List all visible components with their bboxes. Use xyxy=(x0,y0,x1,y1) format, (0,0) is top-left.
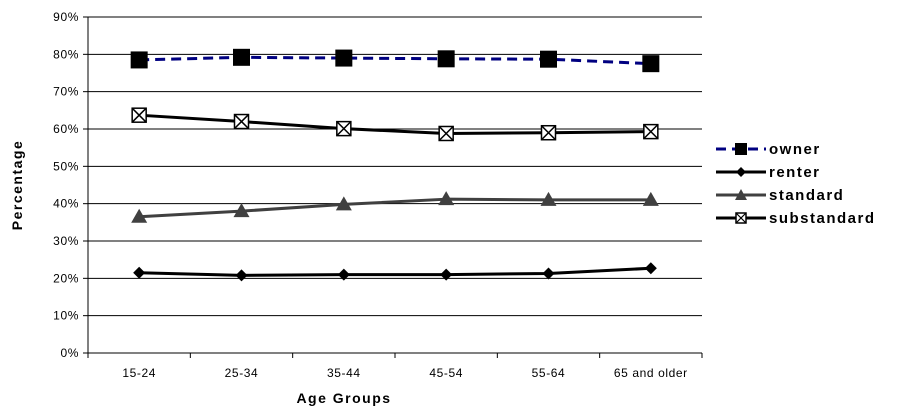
legend-item-owner: owner xyxy=(716,141,821,158)
x-tick-label: 45-54 xyxy=(429,366,463,380)
x-axis-title: Age Groups xyxy=(296,390,391,406)
y-tick-label: 30% xyxy=(53,234,79,248)
y-tick-label: 0% xyxy=(60,346,79,360)
x-tick-label: 25-34 xyxy=(225,366,259,380)
legend-marker-cross xyxy=(735,212,747,224)
diamond-marker xyxy=(133,266,146,279)
square-x-marker-cross xyxy=(438,125,454,142)
legend-label: standard xyxy=(769,187,844,204)
series-substandard xyxy=(131,107,659,142)
y-tick-label: 10% xyxy=(53,309,79,323)
axes xyxy=(87,17,702,354)
legend-marker xyxy=(736,167,746,177)
legend-marker xyxy=(735,143,747,155)
y-tick-label: 40% xyxy=(53,197,79,211)
y-axis-ticks: 0% 10% 20% 30% 40% 50% 60% 70% 80% 90% xyxy=(53,10,88,360)
x-tick-label: 65 and older xyxy=(614,366,688,380)
series-line xyxy=(139,266,651,277)
diamond-marker xyxy=(440,268,453,281)
x-tick-label: 55-64 xyxy=(532,366,566,380)
series-standard xyxy=(131,191,659,223)
square-x-marker-cross xyxy=(336,121,352,137)
y-tick-label: 60% xyxy=(53,122,79,136)
y-tick-label: 50% xyxy=(53,159,79,173)
legend-item-standard: standard xyxy=(716,187,844,204)
legend-item-substandard: substandard xyxy=(716,210,876,227)
x-axis-ticks: 15-24 25-34 35-44 45-54 55-64 65 and older xyxy=(87,353,703,380)
triangle-marker xyxy=(233,203,250,218)
gridlines xyxy=(88,16,702,317)
diamond-marker xyxy=(235,269,248,282)
y-axis-title: Percentage xyxy=(9,140,25,230)
x-tick-label: 15-24 xyxy=(122,366,156,380)
triangle-marker xyxy=(540,191,557,206)
triangle-marker xyxy=(642,191,659,206)
square-marker xyxy=(540,50,557,68)
series-line xyxy=(139,113,651,135)
square-marker xyxy=(642,55,660,73)
square-x-marker-cross xyxy=(131,107,147,123)
series-line xyxy=(139,197,651,219)
square-marker xyxy=(130,51,148,69)
square-marker xyxy=(335,49,353,67)
square-marker xyxy=(233,48,250,66)
square-x-marker-cross xyxy=(233,114,250,130)
square-marker xyxy=(437,50,455,68)
diamond-marker xyxy=(337,268,350,281)
triangle-marker xyxy=(131,208,148,223)
series-owner xyxy=(130,48,660,73)
y-tick-label: 80% xyxy=(53,47,79,61)
legend-item-renter: renter xyxy=(716,164,821,181)
legend: owner renter standard substandard xyxy=(716,141,876,227)
triangle-marker xyxy=(438,191,455,206)
y-tick-label: 70% xyxy=(53,85,79,99)
legend-label: renter xyxy=(769,164,821,181)
y-tick-label: 90% xyxy=(53,10,79,24)
legend-label: owner xyxy=(769,141,821,158)
square-x-marker-cross xyxy=(643,124,659,140)
series-line xyxy=(139,55,651,66)
legend-marker xyxy=(735,189,747,200)
series-renter xyxy=(133,262,657,282)
y-tick-label: 20% xyxy=(53,271,79,285)
triangle-marker xyxy=(335,196,352,211)
series-group xyxy=(130,48,660,282)
diamond-marker xyxy=(644,262,657,275)
square-x-marker-cross xyxy=(540,125,557,141)
diamond-marker xyxy=(542,267,555,280)
x-tick-label: 35-44 xyxy=(327,366,361,380)
legend-label: substandard xyxy=(769,210,876,227)
